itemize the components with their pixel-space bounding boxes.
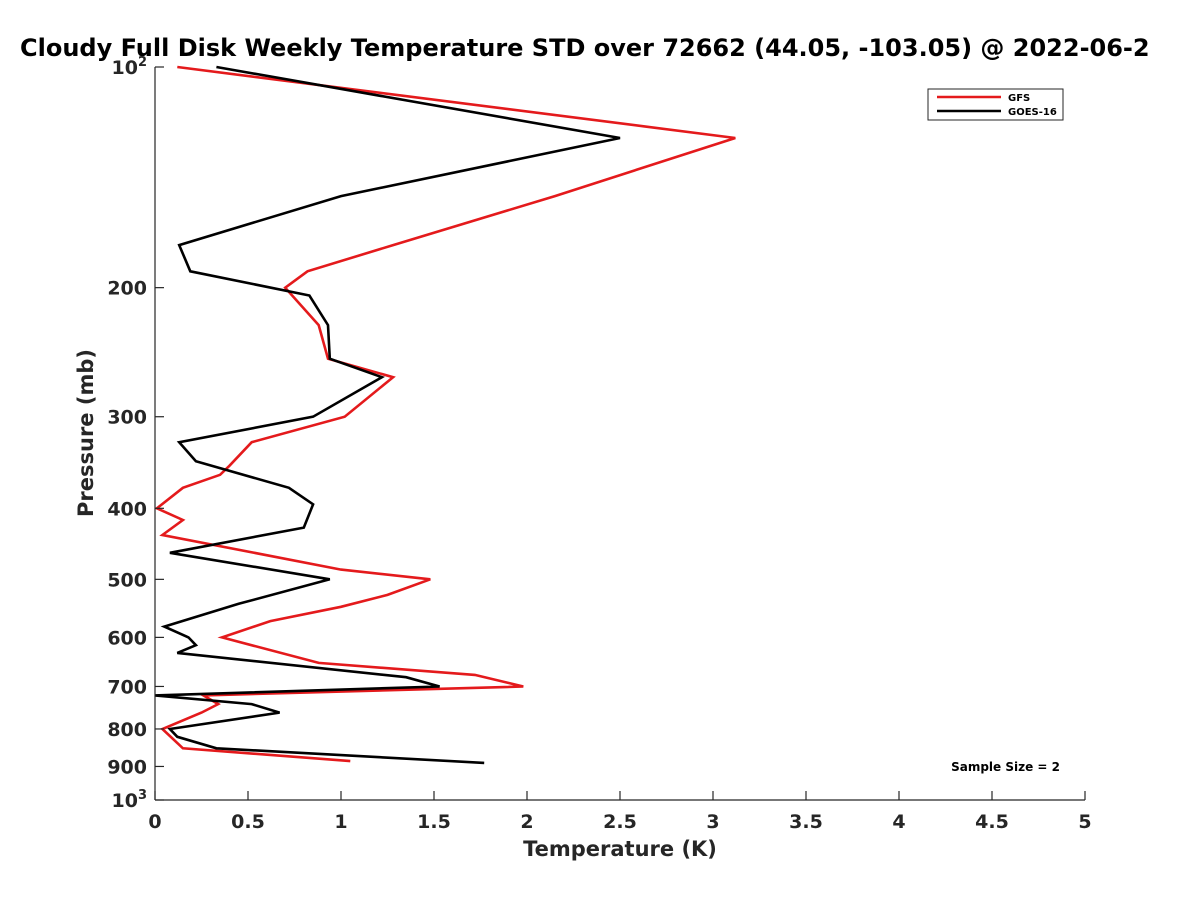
y-tick-label: 200 <box>107 278 147 300</box>
x-tick-label: 1 <box>334 811 347 833</box>
x-tick-label: 1.5 <box>417 811 451 833</box>
y-tick-label: 900 <box>107 756 147 778</box>
legend: GFS GOES-16 <box>927 88 1064 121</box>
y-tick-label: 300 <box>107 407 147 429</box>
x-tick-label: 2 <box>520 811 533 833</box>
legend-label: GOES-16 <box>1008 107 1057 118</box>
y-axis-label: Pressure (mb) <box>74 349 98 517</box>
x-tick-label: 3 <box>706 811 719 833</box>
series-line-gfs <box>154 65 736 763</box>
x-tick-label: 0 <box>148 811 161 833</box>
y-tick-label: 500 <box>107 569 147 591</box>
x-tick-label: 4 <box>892 811 905 833</box>
y-tick-label: 103 <box>112 788 148 812</box>
chart-title: Cloudy Full Disk Weekly Temperature STD … <box>20 34 1150 62</box>
series-line-goes-16 <box>154 65 621 765</box>
legend-box <box>927 88 1064 121</box>
x-tick-label: 3.5 <box>789 811 823 833</box>
y-tick-label: 102 <box>112 55 148 79</box>
plot-area <box>154 65 736 765</box>
y-ticks: 102 200 300 400 500 600 700 800 900 103 <box>107 55 164 812</box>
y-tick-label: 800 <box>107 719 147 741</box>
x-tick-label: 5 <box>1078 811 1091 833</box>
x-axis-label: Temperature (K) <box>523 837 717 861</box>
y-tick-label: 400 <box>107 498 147 520</box>
x-ticks: 0 0.5 1 1.5 2 2.5 3 3.5 4 4.5 5 <box>148 791 1092 833</box>
sample-size-annotation: Sample Size = 2 <box>951 760 1060 774</box>
legend-label: GFS <box>1008 93 1030 104</box>
y-tick-label: 600 <box>107 627 147 649</box>
x-tick-label: 4.5 <box>975 811 1009 833</box>
x-tick-label: 0.5 <box>231 811 265 833</box>
x-tick-label: 2.5 <box>603 811 637 833</box>
y-tick-label: 700 <box>107 676 147 698</box>
